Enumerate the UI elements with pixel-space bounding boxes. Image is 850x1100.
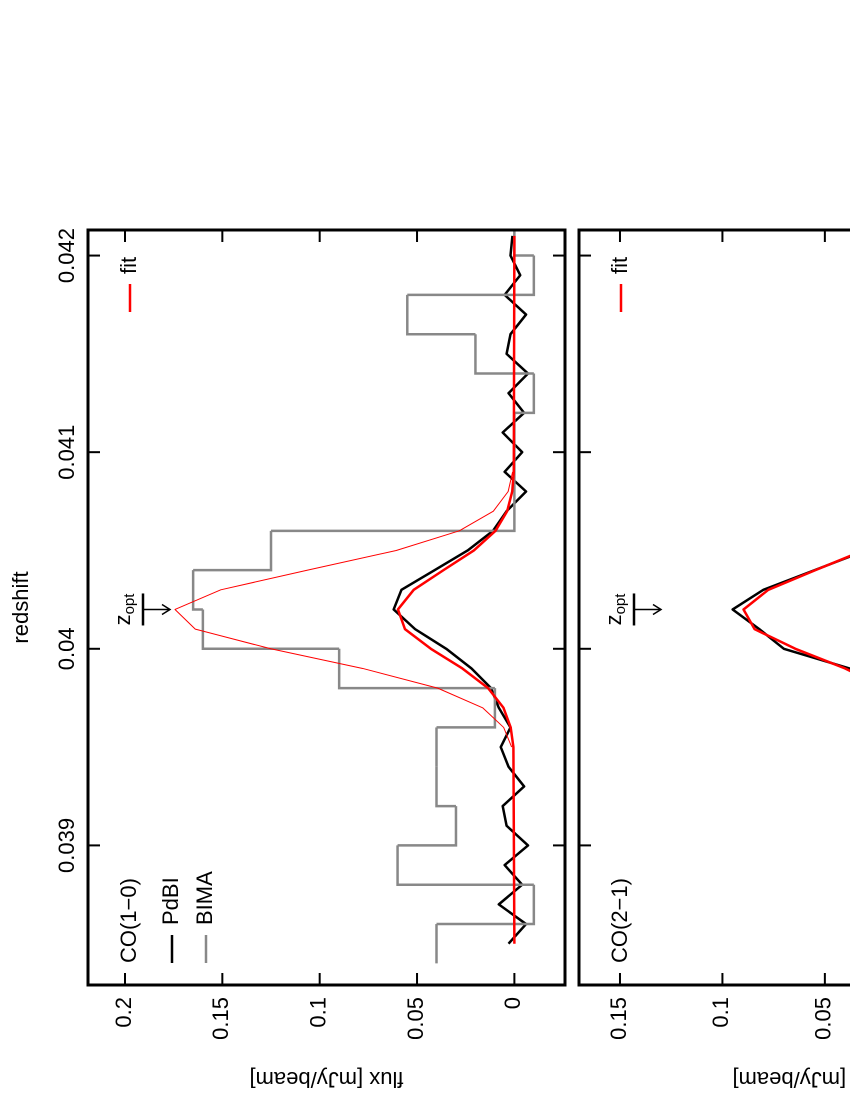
legend-label: PdBI <box>158 877 183 925</box>
histogram-bin <box>271 491 516 533</box>
histogram-bin <box>435 766 456 808</box>
histogram-bin <box>436 688 497 729</box>
y-tick-label: 0.2 <box>111 997 136 1028</box>
plot-frame <box>577 228 850 987</box>
x-axis-label: redshift <box>8 571 33 643</box>
line-label: CO(2−1) <box>607 878 632 963</box>
plot-area <box>174 230 536 964</box>
y-tick-label: 0.1 <box>305 997 330 1028</box>
histogram-bin <box>513 230 534 257</box>
histogram-bin <box>396 845 534 886</box>
y-axis-label: flux [mJy/beam] <box>732 1067 850 1092</box>
annotation-arrow <box>652 603 663 616</box>
x-tick-label: 0.039 <box>54 818 79 873</box>
histogram-bin <box>407 255 536 297</box>
annotation-text: z <box>110 614 135 625</box>
annotation-sub: opt <box>612 593 629 615</box>
line-label: CO(1−0) <box>116 878 141 963</box>
plot-area <box>731 235 850 945</box>
plot-frame <box>86 228 567 987</box>
annotation-text: z <box>601 614 626 625</box>
data-line <box>396 235 516 944</box>
x-tick-label: 0.04 <box>54 627 79 670</box>
histogram-bin <box>406 294 476 336</box>
histogram-bin <box>474 334 534 375</box>
annotation-sub: opt <box>121 593 138 615</box>
legend-label: fit <box>607 257 632 274</box>
x-tick-label: 0.041 <box>54 425 79 480</box>
y-tick-label: 0.15 <box>606 997 631 1040</box>
y-tick-label: 0.15 <box>208 997 233 1040</box>
y-tick-label: 0.05 <box>811 997 836 1040</box>
y-tick-label: 0.05 <box>403 997 428 1040</box>
histogram-bin <box>436 884 536 926</box>
data-line <box>174 471 514 748</box>
annotation-label: zopt <box>601 593 629 626</box>
y-axis-label: flux [mJy/beam] <box>249 1067 403 1092</box>
histogram-bin <box>337 648 495 690</box>
histogram-bin <box>397 806 458 847</box>
y-tick-label: 0.1 <box>708 997 733 1028</box>
data-line <box>731 235 850 945</box>
legend-label: fit <box>116 257 141 274</box>
rotated-figure: 0.039 0.04 0.041 0.042 0 0.05 0.1 0.15 0.2 redshi… <box>8 228 850 1092</box>
legend-label: BIMA <box>192 871 217 925</box>
annotation-arrow <box>161 603 172 616</box>
data-line <box>392 235 530 945</box>
histogram-bin <box>201 609 340 651</box>
data-line <box>742 235 850 944</box>
histogram-bin <box>514 373 536 415</box>
y-tick-label: 0 <box>500 997 525 1009</box>
histogram-bin <box>191 570 203 611</box>
annotation-label: zopt <box>110 593 138 626</box>
x-tick-label: 0.042 <box>54 228 79 283</box>
histogram-bin <box>193 530 273 572</box>
